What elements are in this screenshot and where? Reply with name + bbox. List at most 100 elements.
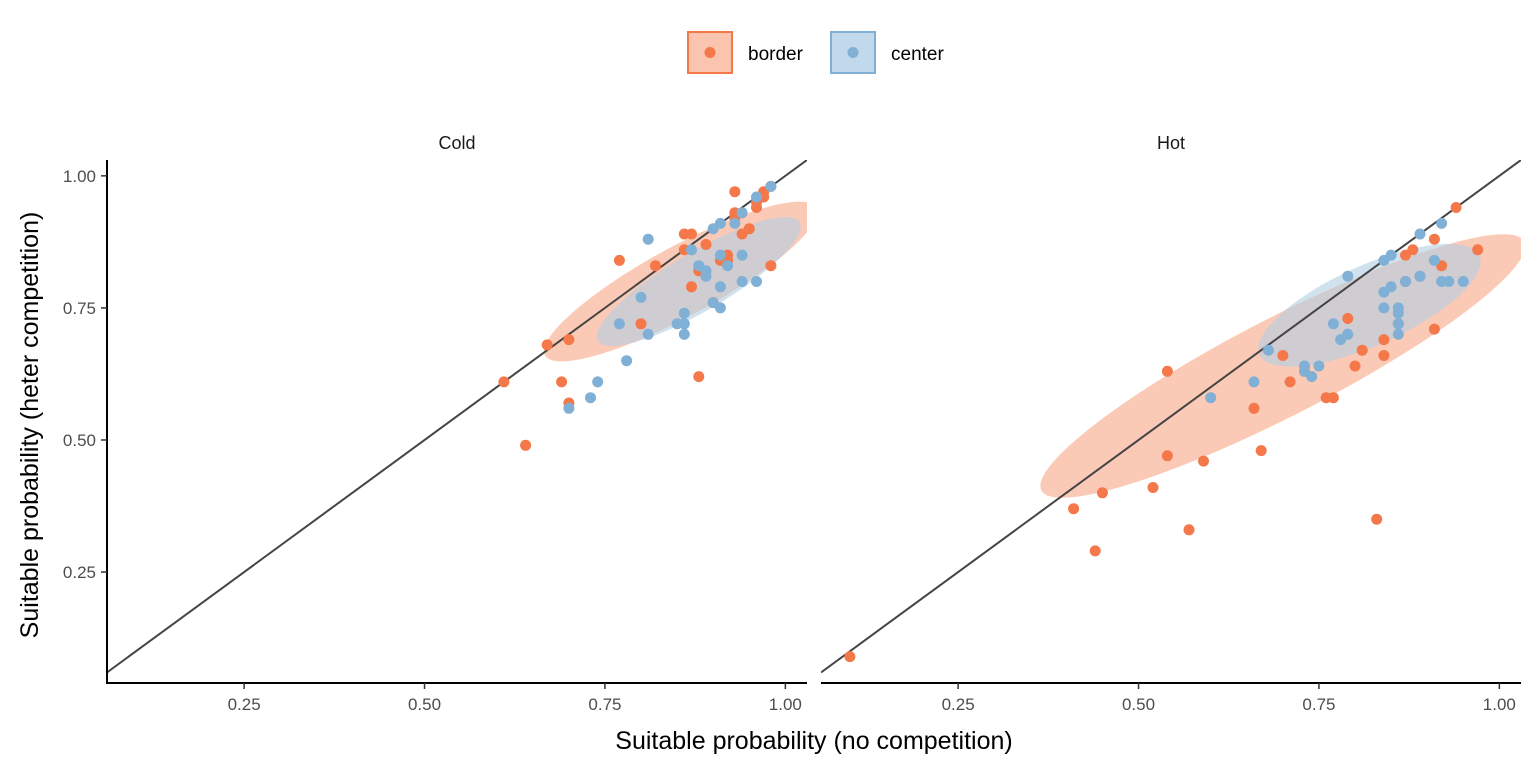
x-tick-label: 0.25 [228,695,261,714]
ellipse-center-hot [1258,243,1481,367]
data-point-center [642,233,654,245]
data-point-center [729,217,741,229]
legend-key-border-box [687,31,733,74]
data-point-border [1277,350,1289,361]
data-point-center [1443,276,1455,287]
data-point-center [642,328,654,340]
data-point-center [765,180,777,192]
x-tick-label: 0.50 [408,695,441,714]
data-point-center [736,249,748,261]
data-point-border [1378,334,1390,346]
data-point-border [1371,513,1383,525]
panel-cold [107,160,807,674]
data-point-center [1342,328,1354,340]
data-point-center [1385,281,1397,293]
legend-key-center-point [847,47,859,58]
data-point-center [1392,328,1404,340]
data-point-center [563,402,575,414]
data-point-border [1327,392,1339,404]
data-point-border [1096,487,1108,499]
data-point-border [1356,344,1368,356]
x-tick-label: 1.00 [1483,695,1516,714]
data-point-border [729,186,741,198]
axis-ticks: 0.25 0.50 0.75 1.00 0.25 0.50 0.75 1.00 0.25 0.50… [63,167,1516,714]
x-tick-label: 0.75 [588,695,621,714]
panel-title-cold: Cold [438,133,475,153]
data-point-center [1299,360,1310,372]
legend-key-border-point [704,47,716,58]
data-point-border [743,223,755,235]
data-point-center [751,276,762,287]
data-point-center [1392,307,1404,319]
data-point-border [541,339,553,351]
data-point-center [1262,344,1274,356]
x-tick-label: 0.25 [942,695,975,714]
y-tick-label: 0.25 [63,563,96,582]
data-point-border [1342,313,1354,324]
data-point-center [1205,392,1217,404]
data-point-center [751,191,762,203]
data-point-border [1428,233,1440,245]
identity-line-hot [821,160,1521,674]
x-axis-title: Suitable probability (no competition) [615,727,1012,755]
panel-hot [821,160,1521,674]
data-point-border [765,260,777,272]
data-point-border [563,334,575,346]
data-point-center [585,392,596,404]
data-point-border [700,239,712,250]
data-point-border [1428,323,1440,335]
data-point-center [714,281,726,293]
data-point-center [714,302,726,314]
data-point-border [686,228,697,240]
data-point-border [1147,482,1159,493]
data-point-border [635,318,647,330]
data-point-center [678,328,690,340]
data-point-border [1472,244,1484,256]
data-point-border [650,260,661,272]
data-point-center [1414,270,1426,282]
identity-line-cold [107,160,807,674]
data-point-border [844,651,856,663]
data-point-center [736,276,748,287]
data-point-center [678,307,690,319]
data-point-center [621,355,633,367]
data-point-border [1284,376,1296,388]
data-point-center [1248,376,1260,388]
data-point-border [1349,360,1361,372]
y-tick-label: 0.75 [63,299,96,318]
legend: border center [687,31,944,74]
x-tick-label: 0.75 [1302,695,1335,714]
data-point-center [700,265,712,277]
data-point-center [592,376,604,388]
data-point-border [1407,244,1419,256]
data-point-center [714,249,726,261]
data-point-center [1313,360,1325,372]
data-point-center [1436,217,1448,229]
data-point-border [1450,202,1462,213]
data-point-border [520,439,532,451]
data-point-border [1183,524,1195,536]
data-point-center [736,207,748,219]
data-point-center [1428,254,1440,266]
data-point-center [1306,371,1318,383]
x-tick-label: 0.50 [1122,695,1155,714]
legend-label-center: center [891,44,944,65]
data-point-border [1068,503,1080,515]
data-point-center [1327,318,1339,330]
data-point-center [1400,276,1411,287]
data-point-center [1457,276,1469,287]
data-point-center [722,260,734,272]
data-point-center [1342,270,1354,282]
ellipse-center-cold [596,217,801,346]
data-point-border [693,371,705,383]
data-point-center [678,318,690,330]
data-point-border [1255,445,1267,457]
y-axis-title: Suitable probability (heter competition) [16,212,44,639]
data-point-border [1248,402,1260,414]
data-point-center [714,217,726,229]
data-point-border [498,376,510,388]
data-point-center [1385,249,1397,261]
y-tick-label: 1.00 [63,167,96,186]
data-point-border [1089,545,1101,557]
